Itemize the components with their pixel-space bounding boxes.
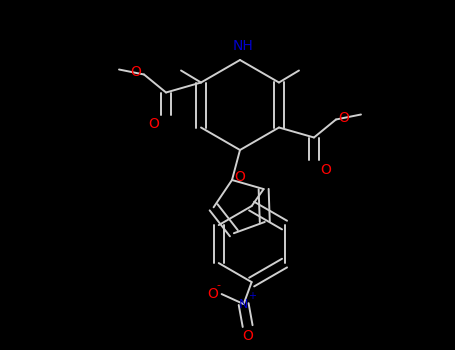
Text: O: O [235,170,245,184]
Text: O: O [131,65,142,79]
Text: -: - [217,280,221,290]
Text: +: + [248,291,256,301]
Text: O: O [320,162,331,176]
Text: N: N [239,298,248,310]
Text: NH: NH [233,39,253,53]
Text: O: O [242,329,253,343]
Text: O: O [339,111,349,125]
Text: O: O [207,287,218,301]
Text: O: O [149,118,159,132]
